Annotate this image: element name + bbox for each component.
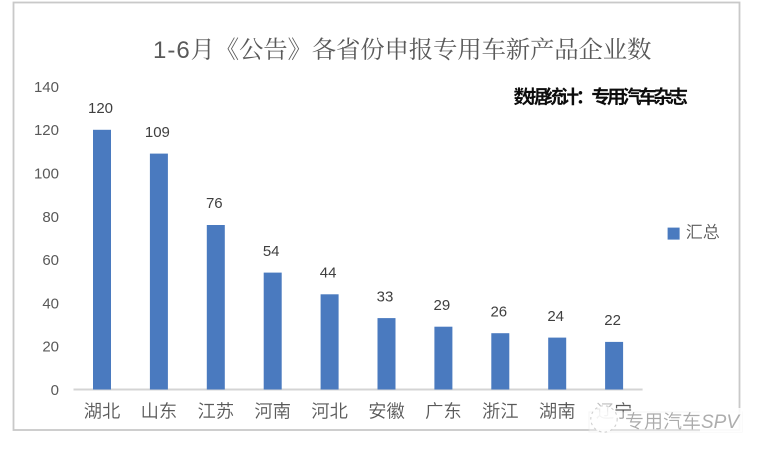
svg-text:33: 33 xyxy=(377,288,394,305)
svg-text:22: 22 xyxy=(604,312,621,329)
svg-text:20: 20 xyxy=(42,339,59,356)
svg-text:120: 120 xyxy=(88,100,113,117)
svg-text:0: 0 xyxy=(51,382,59,399)
svg-text:109: 109 xyxy=(145,124,170,141)
svg-text:54: 54 xyxy=(263,243,280,260)
svg-text:29: 29 xyxy=(434,297,451,314)
svg-text:120: 120 xyxy=(34,122,59,139)
svg-text:76: 76 xyxy=(206,195,223,212)
svg-text:44: 44 xyxy=(320,265,337,282)
svg-text:SPV: SPV xyxy=(701,412,741,433)
svg-text:60: 60 xyxy=(42,252,59,269)
svg-text:40: 40 xyxy=(42,295,59,312)
svg-text:80: 80 xyxy=(42,209,59,226)
svg-text:100: 100 xyxy=(34,166,59,183)
svg-text:24: 24 xyxy=(547,308,564,325)
svg-text:140: 140 xyxy=(34,79,59,96)
svg-text:26: 26 xyxy=(490,303,507,320)
svg-text:1-6: 1-6 xyxy=(153,37,191,64)
